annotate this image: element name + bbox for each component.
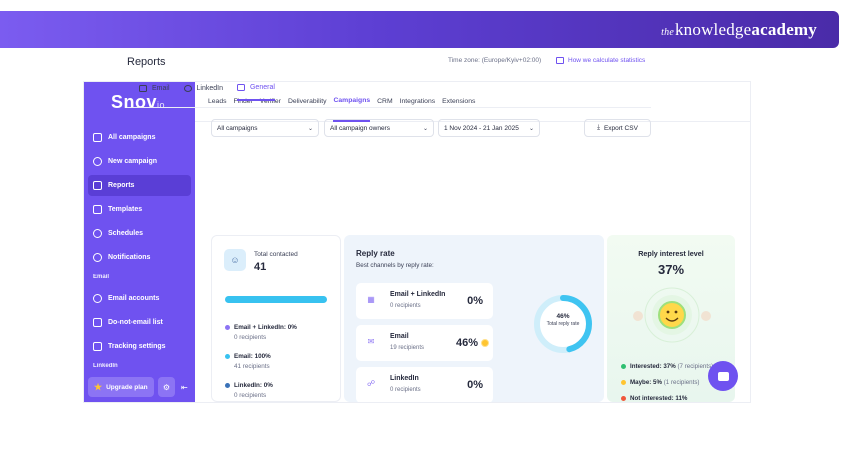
sidebar-item-tracking-settings[interactable]: Tracking settings (88, 336, 191, 357)
chevron-down-icon: ⌄ (528, 125, 534, 132)
top-banner: theknowledgeacademy (0, 11, 839, 48)
nav-verifier[interactable]: Verifier (259, 98, 281, 105)
legend-email: Email: 100% 41 recipients (225, 353, 271, 370)
chevron-down-icon: ⌄ (422, 125, 428, 132)
legend-linkedin: LinkedIn: 0% 0 recipients (225, 382, 273, 399)
bell-icon (93, 253, 102, 262)
sidebar: Snovio All campaigns New campaign Report… (84, 82, 195, 402)
envelope-icon (139, 85, 147, 92)
campaign-select[interactable]: All campaigns ⌄ (211, 119, 319, 137)
sidebar-item-new-campaign[interactable]: New campaign (88, 151, 191, 172)
top-navigation: Leads Finder Verifier Deliverability Cam… (195, 82, 750, 122)
reply-interest-title: Reply interest level (638, 249, 704, 258)
channel-row: ✉ Email 19 recipients 46% (356, 325, 493, 361)
total-contacted-value: 41 (254, 261, 267, 273)
nav-leads[interactable]: Leads (208, 98, 227, 105)
chevron-down-icon: ⌄ (307, 125, 313, 132)
tab-email[interactable]: Email (139, 84, 170, 101)
page-title: Reports (127, 56, 166, 68)
sidebar-item-all-campaigns[interactable]: All campaigns (88, 127, 191, 148)
legend-dot (225, 382, 230, 388)
star-icon: ★ (94, 381, 103, 392)
sidebar-bottom: ★ Upgrade plan ⚙ ⇤ (84, 372, 195, 402)
mail-settings-icon (93, 342, 102, 351)
sidebar-item-notifications[interactable]: Notifications (88, 247, 191, 268)
donut-value: 46% (556, 313, 570, 320)
sidebar-item-email-accounts[interactable]: Email accounts (88, 288, 191, 309)
nav-deliverability[interactable]: Deliverability (287, 98, 327, 105)
date-range-select[interactable]: 1 Nov 2024 - 21 Jan 2025 ⌄ (438, 119, 540, 137)
legend-dot (621, 395, 626, 401)
template-icon (93, 205, 102, 214)
total-contacted-label: Total contacted (254, 251, 298, 258)
donut-label: Total reply rate (546, 321, 580, 327)
brand-logo: theknowledgeacademy (661, 20, 817, 39)
reply-rate-card: Reply rate Best channels by reply rate: … (344, 235, 604, 402)
users-icon (93, 294, 102, 303)
sidebar-section-linkedin: LinkedIn (93, 363, 118, 369)
legend-dot (621, 363, 626, 369)
sidebar-item-templates[interactable]: Templates (88, 199, 191, 220)
people-icon: ☍ (366, 379, 376, 388)
contacted-progress-bar (225, 296, 327, 303)
gear-icon: ⚙ (162, 382, 171, 392)
tab-linkedin[interactable]: LinkedIn (183, 84, 223, 101)
list-icon (93, 318, 102, 327)
reply-rate-title: Reply rate (356, 249, 395, 258)
nav-finder[interactable]: Finder (233, 98, 253, 105)
report-tabs: Email LinkedIn General (139, 84, 275, 101)
legend-dot (225, 324, 230, 330)
nav-campaigns[interactable]: Campaigns (333, 82, 371, 122)
sidebar-item-reports[interactable]: Reports (88, 175, 191, 196)
reply-rate-subtitle: Best channels by reply rate: (356, 262, 434, 269)
chat-icon (717, 371, 729, 381)
envelope-icon: ✉ (367, 337, 375, 346)
grid-icon: ▦ (367, 295, 375, 304)
coin-icon (481, 339, 489, 348)
nav-integrations[interactable]: Integrations (399, 98, 436, 105)
envelope-icon (93, 133, 102, 142)
reply-interest-value: 37% (657, 262, 685, 277)
settings-button[interactable]: ⚙ (158, 377, 175, 397)
calc-stats-link[interactable]: How we calculate statistics (556, 57, 645, 64)
sidebar-section-email: Email (93, 274, 110, 280)
people-icon (183, 85, 192, 92)
grid-icon (236, 84, 245, 91)
timezone-label: Time zone: (Europe/Kyiv+02:00) (448, 57, 542, 64)
chart-icon (93, 181, 102, 190)
channel-row: ▦ Email + LinkedIn 0 recipients 0% (356, 283, 493, 319)
sidebar-item-do-not-email[interactable]: Do-not-email list (88, 312, 191, 333)
collapse-sidebar-icon[interactable]: ⇤ (181, 382, 188, 392)
tab-general[interactable]: General (236, 84, 275, 101)
legend-email-linkedin: Email + LinkedIn: 0% 0 recipients (225, 324, 297, 341)
interest-legend-interested: Interested: 37% (7 recipients) (621, 363, 713, 370)
clock-icon (93, 229, 102, 238)
legend-dot (621, 379, 626, 385)
legend-dot (225, 353, 230, 359)
sidebar-item-schedules[interactable]: Schedules (88, 223, 191, 244)
interest-legend-maybe: Maybe: 5% (1 recipients) (621, 379, 699, 386)
download-icon: ⤓ (597, 124, 600, 131)
reply-rate-donut (534, 295, 592, 353)
emoji-illustration (633, 287, 711, 343)
chat-support-button[interactable] (708, 361, 738, 391)
export-csv-button[interactable]: ⤓ Export CSV (584, 119, 651, 137)
book-icon (556, 57, 564, 64)
nav-extensions[interactable]: Extensions (442, 98, 476, 105)
owner-select[interactable]: All campaign owners ⌄ (324, 119, 434, 137)
channel-row: ☍ LinkedIn 0 recipients 0% (356, 367, 493, 402)
total-contacted-card: ☺ Total contacted 41 Email + LinkedIn: 0… (211, 235, 341, 402)
tabs-divider (127, 107, 651, 108)
nav-crm[interactable]: CRM (377, 98, 393, 105)
plus-circle-icon (93, 157, 102, 166)
interest-legend-not-interested: Not interested: 11% (621, 395, 687, 402)
user-icon: ☺ (224, 249, 246, 271)
upgrade-plan-button[interactable]: ★ Upgrade plan (88, 377, 154, 397)
